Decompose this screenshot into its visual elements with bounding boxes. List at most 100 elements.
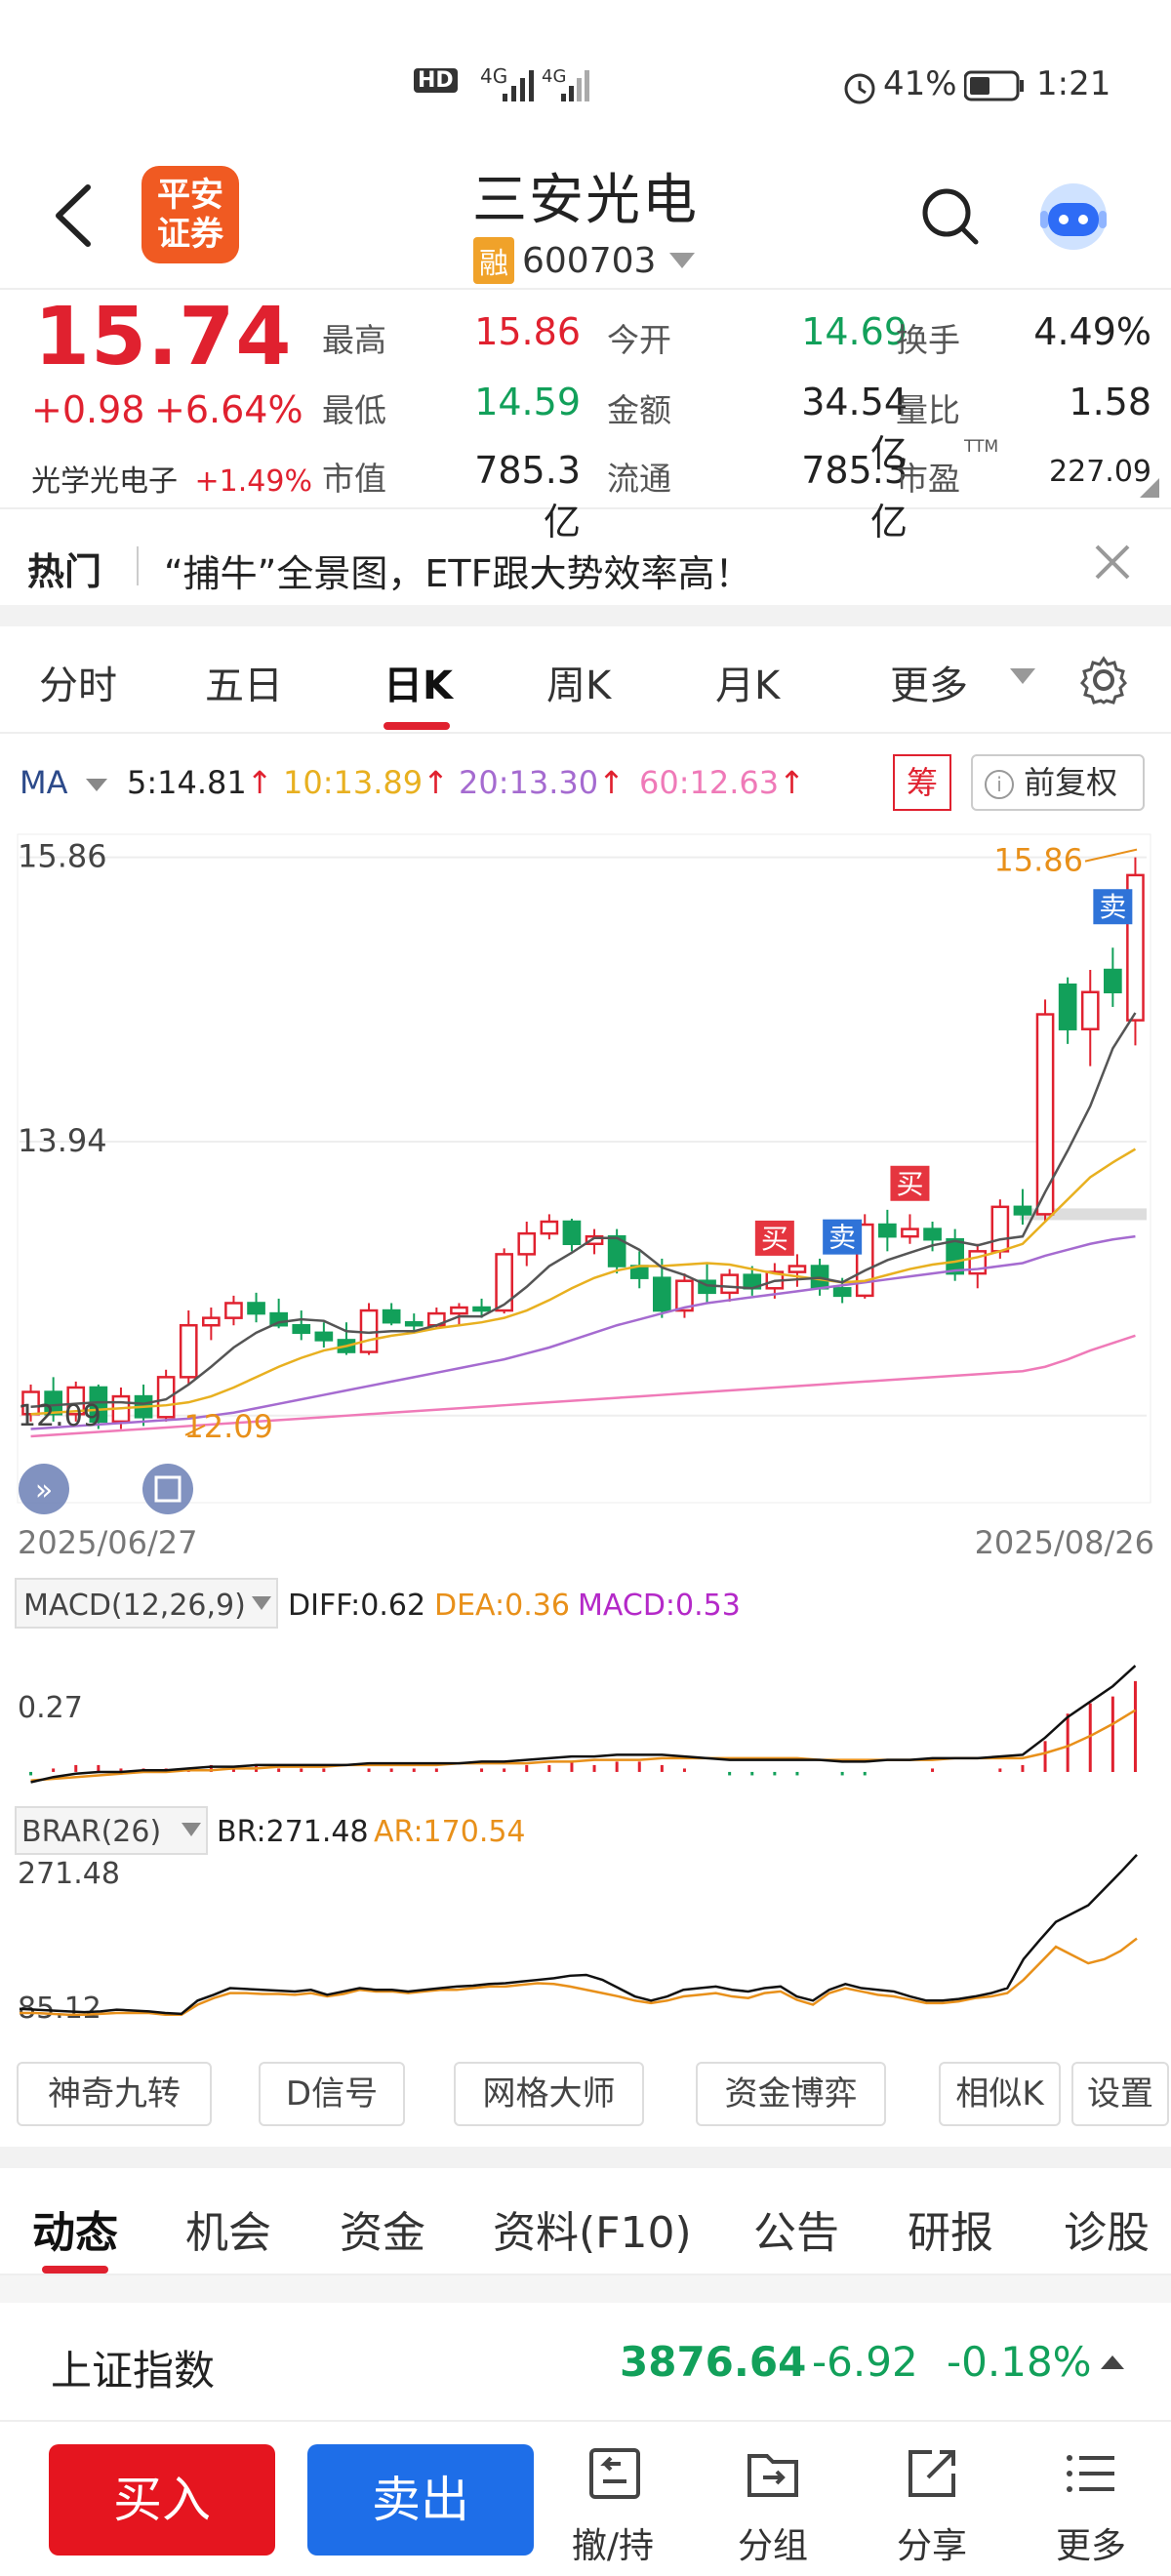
stock-code-row[interactable]: 融 600703 xyxy=(473,237,696,284)
macd-chart[interactable]: MACD(12,26,9) DIFF:0.62 DEA:0.36 MACD:0.53 0… xyxy=(0,1571,1171,1805)
robot-assistant-icon[interactable] xyxy=(1032,176,1114,254)
candle-body xyxy=(562,1220,582,1246)
y-mid-label: 13.94 xyxy=(18,1122,107,1159)
share-icon[interactable] xyxy=(903,2444,961,2503)
quote-value: 4.49% xyxy=(1033,310,1151,353)
buy-button[interactable]: 买入 xyxy=(49,2444,275,2556)
candle-body xyxy=(901,1228,919,1238)
ma-selector[interactable]: MA xyxy=(20,764,107,801)
back-icon[interactable] xyxy=(49,183,98,248)
signal-label: 卖 xyxy=(1099,891,1126,923)
quote-value: 1.58 xyxy=(1069,381,1151,423)
share-label[interactable]: 分享 xyxy=(896,2526,967,2566)
candle-body xyxy=(89,1386,108,1424)
tool-button-0[interactable]: 神奇九转 xyxy=(17,2062,212,2126)
candle-body xyxy=(585,1234,604,1246)
candle-body xyxy=(450,1306,468,1315)
ar-line xyxy=(20,1937,1138,2016)
stock-code: 600703 xyxy=(522,240,657,281)
hot-message[interactable]: “捕牛”全景图，ETF跟大势效率高！ xyxy=(164,552,752,595)
bottom-divider xyxy=(0,2420,1171,2422)
brar-legend: BRAR(26) xyxy=(21,1815,161,1849)
ma5-line xyxy=(30,1012,1137,1408)
candle-body xyxy=(472,1306,491,1312)
chevron-down-icon xyxy=(669,253,696,268)
brar-br: BR:271.48 xyxy=(217,1815,369,1849)
candle-body xyxy=(292,1323,311,1335)
news-tab-5[interactable]: 研报 xyxy=(908,2208,993,2258)
quote-label: 今开 xyxy=(607,321,671,359)
chart-frame xyxy=(17,833,1151,1504)
tab-2[interactable]: 日K xyxy=(384,664,453,708)
news-tab-2[interactable]: 资金 xyxy=(340,2208,425,2258)
sell-button[interactable]: 卖出 xyxy=(307,2444,534,2556)
high-marker: 15.86 xyxy=(993,842,1083,879)
ma60-value: 60:12.63↑ xyxy=(639,764,805,801)
network-label: 4G xyxy=(480,64,508,88)
tool-button-5[interactable]: 设置 xyxy=(1071,2062,1169,2126)
price-change: +0.98 xyxy=(31,388,145,431)
chip-distribution-button[interactable]: 筹 xyxy=(893,754,951,811)
candlestick-chart[interactable]: 买卖买卖15.8613.9412.0915.8612.092025/06/27 2… xyxy=(0,820,1171,1561)
corner-expand-icon[interactable] xyxy=(1140,478,1159,498)
quote-value: 34.54亿 xyxy=(801,381,908,475)
candle-body xyxy=(382,1308,401,1324)
tab-0[interactable]: 分时 xyxy=(39,664,117,708)
section-gap-2 xyxy=(0,2147,1171,2168)
news-tab-3[interactable]: 资料(F10) xyxy=(493,2208,692,2258)
candle-body xyxy=(179,1323,198,1379)
news-tab-4[interactable]: 公告 xyxy=(753,2208,839,2258)
cancel-hold-label[interactable]: 撤/持 xyxy=(571,2526,655,2566)
settings-gear-icon[interactable] xyxy=(1079,656,1128,704)
close-icon[interactable] xyxy=(1093,543,1132,582)
tab-1[interactable]: 五日 xyxy=(205,664,283,708)
more-menu-icon[interactable] xyxy=(1062,2444,1120,2503)
info-icon: i xyxy=(985,770,1014,799)
tool-button-1[interactable]: D信号 xyxy=(259,2062,405,2126)
tool-button-2[interactable]: 网格大师 xyxy=(454,2062,644,2126)
fullscreen-icon-box xyxy=(154,1475,182,1503)
tool-button-3[interactable]: 资金博弈 xyxy=(696,2062,886,2126)
ma-label: MA xyxy=(20,764,68,801)
expand-up-icon[interactable] xyxy=(1101,2355,1124,2369)
ma20-value: 20:13.30↑ xyxy=(459,764,625,801)
sector-pct: +1.49% xyxy=(194,464,312,499)
tab-4[interactable]: 月K xyxy=(715,664,781,708)
buy-signal-badge xyxy=(890,1165,930,1201)
ma10-value: 10:13.89↑ xyxy=(283,764,449,801)
index-bar[interactable]: 上证指数 3876.64 -6.92 -0.18% xyxy=(0,2303,1171,2420)
search-icon[interactable] xyxy=(919,185,980,246)
quote-value: 785.3亿 xyxy=(474,449,581,543)
diff-line xyxy=(30,1665,1137,1784)
tab-3[interactable]: 周K xyxy=(546,664,612,708)
more-label[interactable]: 更多 xyxy=(1055,2526,1126,2566)
section-gap-3 xyxy=(0,2275,1171,2303)
broker-logo: 平安 证券 xyxy=(141,166,239,263)
candle-body xyxy=(314,1331,334,1342)
group-icon[interactable] xyxy=(744,2444,802,2503)
arrows-icon: » xyxy=(35,1473,53,1508)
candle-body xyxy=(156,1376,176,1419)
x-start-label: 2025/06/27 xyxy=(18,1524,197,1561)
news-tab-indicator xyxy=(42,2266,108,2274)
news-tab-1[interactable]: 机会 xyxy=(185,2208,271,2258)
brar-chevron-icon xyxy=(182,1823,201,1836)
br-line xyxy=(19,1853,1138,2016)
news-tab-0[interactable]: 动态 xyxy=(32,2208,118,2258)
tab-5[interactable]: 更多 xyxy=(890,664,968,708)
tool-button-4[interactable]: 相似K xyxy=(939,2062,1061,2126)
news-tab-6[interactable]: 诊股 xyxy=(1064,2208,1150,2258)
candle-body xyxy=(653,1276,671,1312)
adjust-mode-button[interactable]: i 前复权 xyxy=(971,754,1145,811)
low-marker-line xyxy=(184,1424,206,1436)
sector-row[interactable]: 光学光电子 +1.49% xyxy=(31,457,312,500)
macd-chevron-icon xyxy=(252,1596,271,1610)
quote-value: 14.69 xyxy=(801,310,908,353)
group-label[interactable]: 分组 xyxy=(737,2526,808,2566)
ma20-line xyxy=(30,1234,1136,1430)
svg-text:4G: 4G xyxy=(542,68,566,87)
quote-label: 换手 xyxy=(896,321,960,359)
dea-line xyxy=(30,1709,1137,1782)
cancel-hold-icon[interactable] xyxy=(586,2444,644,2503)
